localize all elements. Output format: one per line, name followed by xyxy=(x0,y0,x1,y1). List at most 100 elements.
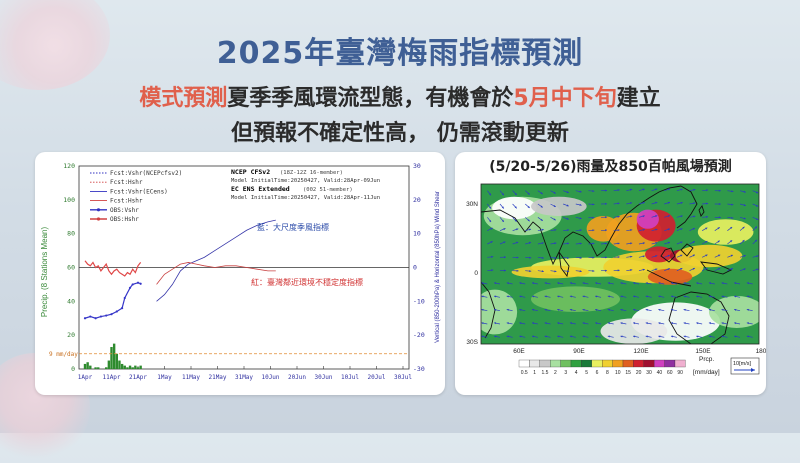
y2-tick-label: -10 xyxy=(413,297,425,305)
colorbar-swatch xyxy=(571,360,581,367)
precip-bar xyxy=(137,367,139,369)
annotation-red: 紅：臺灣鄰近環境不穩定度指標 xyxy=(251,277,363,287)
colorbar-swatch xyxy=(623,360,633,367)
x-tick-label: 10Jul xyxy=(341,374,359,381)
subtitle-highlight-date: 5月中下旬 xyxy=(513,86,616,111)
series-point xyxy=(140,283,142,285)
precip-bar xyxy=(105,367,107,369)
precip-bar xyxy=(110,347,112,369)
precip-blob xyxy=(601,318,668,344)
y2-tick-label: 0 xyxy=(413,264,417,272)
series-point xyxy=(129,287,131,289)
precip-bar xyxy=(134,366,136,369)
colorbar-swatch xyxy=(602,360,612,367)
ncep-title: NCEP CFSv2 xyxy=(231,168,270,176)
colorbar-value: 8 xyxy=(606,370,609,376)
series-point xyxy=(116,310,118,312)
colorbar-swatch xyxy=(633,360,643,367)
precip-bar xyxy=(129,366,131,369)
precip-bar xyxy=(89,366,91,369)
y2-axis-label: Vertical (850-200hPa) & Horizontal (850h… xyxy=(435,191,441,343)
x-tick-label: 10Jun xyxy=(261,374,279,381)
precip-bar xyxy=(139,366,141,369)
colorbar-swatch xyxy=(561,360,571,367)
legend-label: OBS:Vshr xyxy=(110,207,139,214)
colorbar-value: 5 xyxy=(585,370,588,376)
legend-label: OBS:Hshr xyxy=(110,216,139,223)
precip-blob xyxy=(587,216,620,242)
longitude-label: 150E xyxy=(695,348,711,355)
y-tick-label: 40 xyxy=(67,297,75,305)
colorbar-value: 0.5 xyxy=(521,370,528,376)
ncep-valid-line: Model InitialTime:20250427, Valid:28Apr-… xyxy=(231,178,380,184)
page-title: 2025年臺灣梅雨指標預測 xyxy=(0,28,800,72)
legend-label: Fcst:Vshr(NCEPcfsv2) xyxy=(110,170,182,177)
precip-bar xyxy=(108,361,110,369)
legend-label: Fcst:Hshr xyxy=(110,198,143,205)
precip-blob xyxy=(698,219,754,245)
colorbar-swatch xyxy=(654,360,664,367)
longitude-label: 60E xyxy=(513,348,525,355)
series-point xyxy=(95,317,97,319)
precip-bar xyxy=(126,367,128,369)
colorbar-swatch xyxy=(540,360,550,367)
legend-marker xyxy=(97,208,100,211)
colorbar-swatch xyxy=(550,360,560,367)
precip-blob xyxy=(512,266,590,279)
colorbar-unit-top: Prcp. xyxy=(699,356,714,363)
colorbar-swatch xyxy=(519,360,529,367)
ec-title: EC ENS Extended xyxy=(231,185,290,193)
series-point xyxy=(110,313,112,315)
precip-bar xyxy=(97,367,99,369)
wind-scale-label: 10[m/s] xyxy=(733,361,752,367)
legend-label: Fcst:Vshr(ECens) xyxy=(110,188,168,195)
colorbar-value: 40 xyxy=(657,370,663,376)
x-tick-label: 20Jun xyxy=(288,374,306,381)
colorbar-swatch xyxy=(529,360,539,367)
colorbar-value: 15 xyxy=(625,370,631,376)
colorbar-value: 10 xyxy=(615,370,621,376)
colorbar-swatch xyxy=(644,360,654,367)
threshold-label: 9 mm/day xyxy=(49,351,78,358)
x-tick-label: 30Jul xyxy=(394,374,412,381)
precip-blob xyxy=(676,245,743,267)
y2-tick-label: 10 xyxy=(413,230,421,238)
colorbar-value: 60 xyxy=(667,370,673,376)
x-tick-label: 1May xyxy=(157,374,172,381)
y2-tick-label: -20 xyxy=(413,331,425,339)
x-tick-label: 21May xyxy=(208,374,226,381)
precip-bar xyxy=(132,367,134,369)
colorbar-swatch xyxy=(613,360,623,367)
latitude-label: 30N xyxy=(466,201,478,208)
colorbar-value: 1 xyxy=(533,370,536,376)
series-point xyxy=(124,297,126,299)
y-tick-label: 80 xyxy=(67,230,75,238)
precip-bar xyxy=(118,361,120,369)
colorbar-value: 6 xyxy=(596,370,599,376)
subtitle-text-end: 建立 xyxy=(617,86,661,111)
y-tick-label: 100 xyxy=(63,196,75,204)
wind-scale-key: 10[m/s] xyxy=(731,358,759,374)
legend-label: Fcst:Hshr xyxy=(110,179,143,186)
series-point xyxy=(100,315,102,317)
x-tick-label: 21Apr xyxy=(129,374,147,381)
latitude-label: 30S xyxy=(466,339,478,346)
longitude-label: 180 xyxy=(756,348,766,355)
colorbar-swatch xyxy=(592,360,602,367)
series-point xyxy=(137,282,139,284)
series-point xyxy=(121,307,123,309)
y-tick-label: 0 xyxy=(71,365,75,373)
y-tick-label: 120 xyxy=(63,162,75,170)
ncep-members: (18Z-12Z 16-member) xyxy=(280,170,343,176)
x-tick-label: 11May xyxy=(182,374,200,381)
subtitle-highlight-model: 模式預測 xyxy=(139,86,227,111)
y2-tick-label: 30 xyxy=(413,162,421,170)
meiyu-index-chart-panel: Precip. (8 Stations Mean) Vertical (850-… xyxy=(35,152,445,395)
precip-blob xyxy=(492,197,536,219)
precip-bar xyxy=(84,364,86,369)
precip-bar xyxy=(124,366,126,369)
colorbar-value: 3 xyxy=(564,370,567,376)
